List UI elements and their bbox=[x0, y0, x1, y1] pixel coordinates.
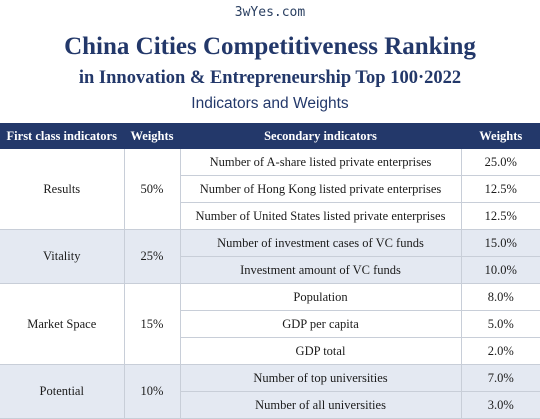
first-class-weight-cell: 50% bbox=[123, 148, 181, 230]
page-title: China Cities Competitiveness Ranking bbox=[64, 33, 476, 60]
secondary-weight-cell: 10.0% bbox=[460, 256, 540, 284]
secondary-indicator-cell: Investment amount of VC funds bbox=[179, 256, 462, 284]
secondary-weight-cell: 25.0% bbox=[460, 148, 540, 176]
secondary-indicator-cell: Number of United States listed private e… bbox=[179, 202, 462, 230]
table-row: GDP per capita 5.0% bbox=[0, 310, 540, 338]
secondary-weight-cell: 7.0% bbox=[460, 364, 540, 392]
first-class-indicator-cell: Potential bbox=[0, 364, 125, 419]
secondary-weight-cell: 15.0% bbox=[460, 229, 540, 257]
page-title-line-2: in Innovation & Entrepreneurship Top 100… bbox=[78, 68, 462, 88]
table-body: Results 50% Number of A-share listed priva… bbox=[0, 148, 540, 419]
header-first-class-indicators: First class indicators bbox=[0, 123, 125, 149]
header-secondary-indicators: Secondary indicators bbox=[179, 123, 462, 149]
secondary-indicator-cell: Number of top universities bbox=[179, 364, 462, 392]
secondary-weight-cell: 3.0% bbox=[460, 391, 540, 419]
first-class-indicator-cell: Results bbox=[0, 148, 125, 230]
secondary-indicator-cell: Number of investment cases of VC funds bbox=[179, 229, 462, 257]
secondary-indicator-cell: GDP per capita bbox=[179, 310, 462, 338]
table-row: Number of United States listed private e… bbox=[0, 202, 540, 230]
first-class-weight-cell: 15% bbox=[123, 283, 181, 365]
secondary-weight-cell: 8.0% bbox=[460, 283, 540, 311]
indicators-table: First class indicators Weights Secondary… bbox=[0, 123, 540, 419]
page-subtitle: Indicators and Weights bbox=[191, 95, 349, 112]
first-class-weight-cell: 10% bbox=[123, 364, 181, 419]
table-header-row: First class indicators Weights Secondary… bbox=[0, 123, 540, 149]
secondary-weight-cell: 5.0% bbox=[460, 310, 540, 338]
header-secondary-weights: Weights bbox=[460, 123, 540, 149]
site-watermark: 3wYes.com bbox=[234, 5, 306, 20]
secondary-weight-cell: 12.5% bbox=[460, 202, 540, 230]
secondary-indicator-cell: GDP total bbox=[179, 337, 462, 365]
table-row: Market Space 15% Population 8.0% bbox=[0, 283, 540, 365]
secondary-indicator-cell: Population bbox=[179, 283, 462, 311]
secondary-weight-cell: 2.0% bbox=[460, 337, 540, 365]
secondary-indicator-cell: Number of A-share listed private enterpr… bbox=[179, 148, 462, 176]
secondary-weight-cell: 12.5% bbox=[460, 175, 540, 203]
first-class-indicator-cell: Market Space bbox=[0, 283, 125, 365]
first-class-indicator-cell: Vitality bbox=[0, 229, 125, 284]
table-row: Investment amount of VC funds 10.0% bbox=[0, 256, 540, 284]
header-weights: Weights bbox=[123, 123, 181, 149]
secondary-indicator-cell: Number of all universities bbox=[179, 391, 462, 419]
table-row: Potential 10% Number of top universities 7.… bbox=[0, 364, 540, 419]
table-row: Vitality 25% Number of investment cases of… bbox=[0, 229, 540, 284]
table-row: Results 50% Number of A-share listed priva… bbox=[0, 148, 540, 230]
first-class-weight-cell: 25% bbox=[123, 229, 181, 284]
secondary-indicator-cell: Number of Hong Kong listed private enter… bbox=[179, 175, 462, 203]
